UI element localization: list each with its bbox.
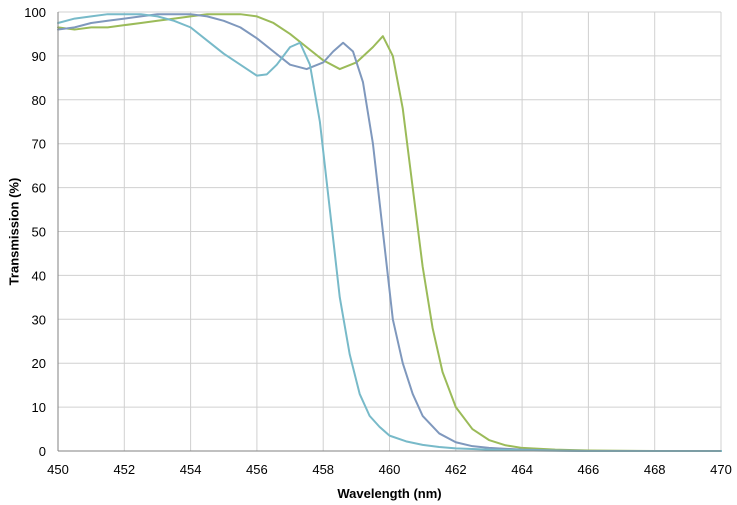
y-axis-title: Transmission (%) [7, 178, 22, 286]
x-tick-label: 470 [710, 462, 732, 477]
x-axis-title: Wavelength (nm) [337, 486, 441, 501]
x-tick-label: 462 [445, 462, 467, 477]
y-tick-label: 90 [32, 49, 46, 64]
y-tick-label: 0 [39, 444, 46, 459]
y-tick-label: 20 [32, 356, 46, 371]
y-tick-label: 60 [32, 181, 46, 196]
x-tick-label: 454 [180, 462, 202, 477]
series-group [57, 13, 722, 452]
y-tick-label: 80 [32, 93, 46, 108]
y-tick-label: 100 [24, 5, 46, 20]
y-tick-label: 30 [32, 312, 46, 327]
x-tick-label: 452 [113, 462, 135, 477]
x-tick-label: 466 [578, 462, 600, 477]
y-tick-label: 40 [32, 268, 46, 283]
series-line-2 [57, 13, 722, 452]
series-line-3 [57, 13, 722, 452]
y-tick-label: 10 [32, 400, 46, 415]
x-tick-label: 468 [644, 462, 666, 477]
x-tick-label: 458 [312, 462, 334, 477]
y-tick-label: 50 [32, 225, 46, 240]
axes [57, 12, 721, 452]
series-line-1 [57, 13, 722, 452]
x-tick-label: 460 [379, 462, 401, 477]
y-tick-label: 70 [32, 137, 46, 152]
x-tick-label: 464 [511, 462, 533, 477]
x-tick-label: 456 [246, 462, 268, 477]
x-tick-label: 450 [47, 462, 69, 477]
grid [57, 11, 722, 452]
tick-labels: 0 10 20 30 40 50 60 70 80 90 100 450 452 454 456 458 460… [24, 5, 732, 477]
